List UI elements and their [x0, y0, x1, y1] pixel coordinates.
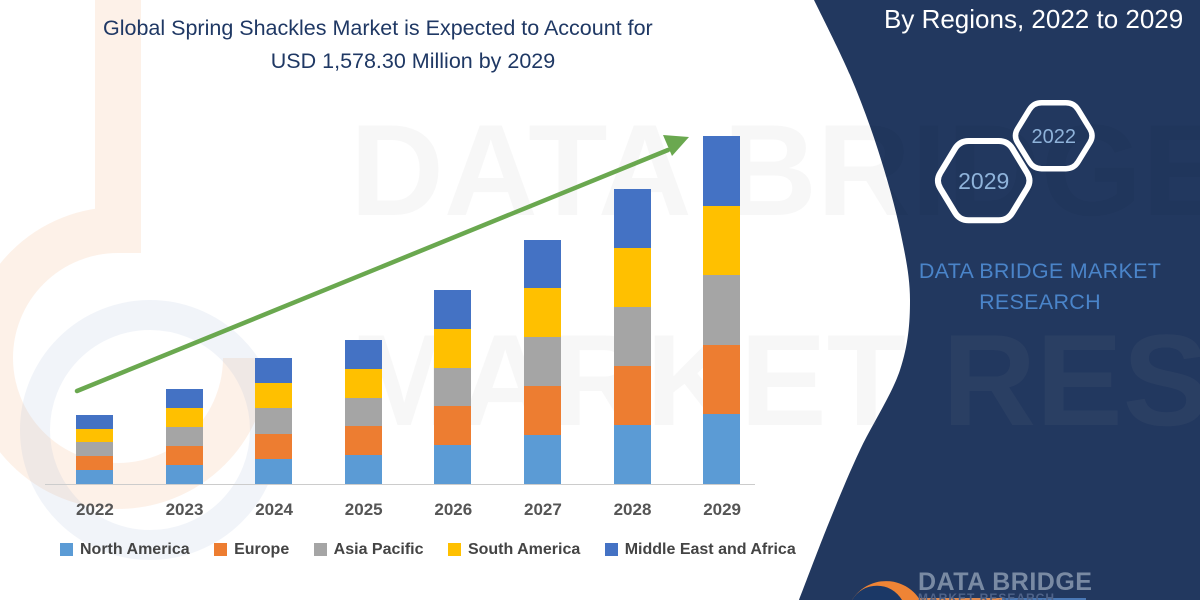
svg-text:2029: 2029	[958, 168, 1009, 194]
svg-text:2022: 2022	[1032, 126, 1077, 148]
